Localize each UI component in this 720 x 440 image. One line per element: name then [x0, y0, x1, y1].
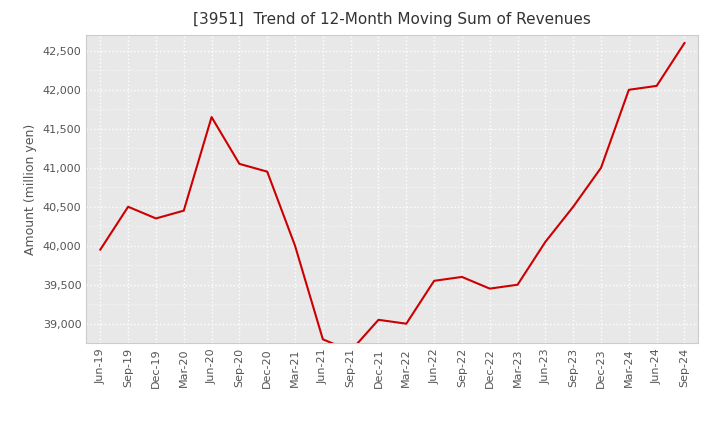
- Title: [3951]  Trend of 12-Month Moving Sum of Revenues: [3951] Trend of 12-Month Moving Sum of R…: [194, 12, 591, 27]
- Y-axis label: Amount (million yen): Amount (million yen): [24, 124, 37, 255]
